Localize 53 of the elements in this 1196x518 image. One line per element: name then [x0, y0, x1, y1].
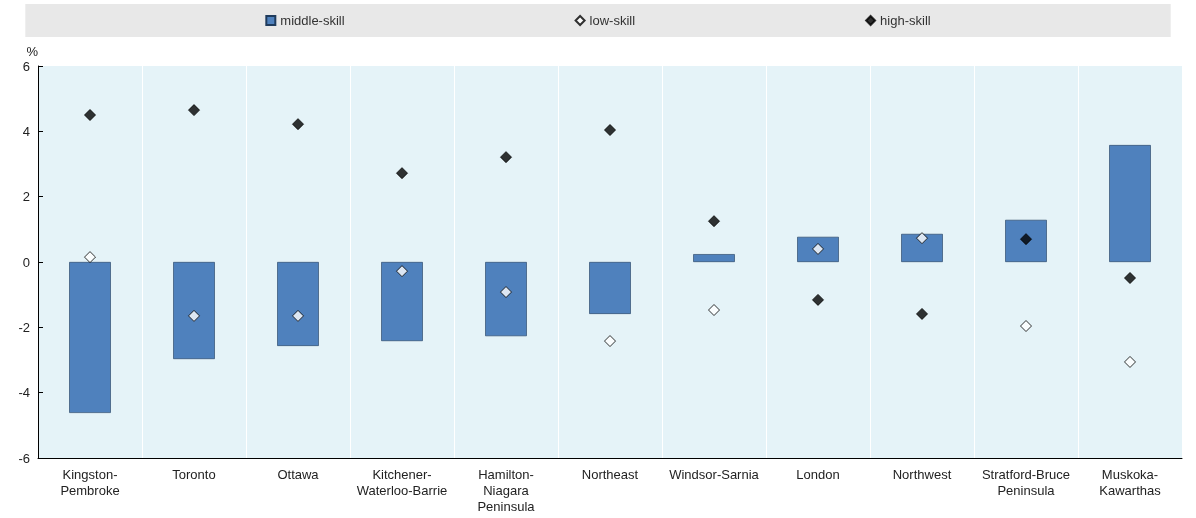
y-tick-label: -4	[18, 385, 30, 401]
x-tick-label: Kitchener- Waterloo-Barrie	[356, 466, 448, 498]
point	[292, 118, 304, 131]
point	[396, 265, 408, 278]
point	[916, 232, 928, 245]
point	[84, 251, 96, 264]
x-tick-label: Windsor-Sarnia	[669, 466, 760, 482]
legend-label: low-skill	[589, 13, 636, 28]
y-tick-label: 2	[22, 189, 30, 205]
bar	[797, 236, 839, 262]
point	[916, 307, 928, 320]
x-tick-label: Hamilton- Niagara Peninsula	[477, 466, 536, 514]
bar	[173, 262, 215, 360]
point	[604, 335, 616, 348]
bar	[589, 262, 631, 314]
point	[1124, 355, 1136, 368]
point	[1124, 272, 1136, 285]
bar	[1109, 145, 1151, 262]
y-tick-label: -2	[18, 319, 30, 335]
x-tick-label: Northwest	[892, 466, 952, 482]
y-tick-label: 6	[22, 58, 30, 74]
legend-label: middle-skill	[280, 13, 345, 28]
point	[604, 124, 616, 137]
bar	[381, 262, 423, 342]
bar	[69, 262, 111, 413]
y-tick-label: 0	[22, 254, 30, 270]
point	[1020, 320, 1032, 333]
point	[708, 215, 720, 228]
legend-label: high-skill	[880, 13, 931, 28]
bar	[1005, 219, 1047, 262]
bar	[901, 233, 943, 262]
point	[84, 109, 96, 121]
bar	[693, 254, 735, 262]
point	[396, 167, 408, 180]
y-tick-label: -6	[18, 450, 30, 466]
x-tick-label: Toronto	[172, 466, 216, 482]
x-tick-label: London	[796, 466, 840, 482]
x-tick-label: Muskoka- Kawarthas	[1099, 466, 1162, 498]
point	[500, 286, 512, 299]
point	[188, 104, 200, 117]
point	[812, 293, 824, 306]
point	[500, 151, 512, 164]
bar	[485, 262, 527, 337]
point	[292, 309, 304, 322]
y-tick-label: 4	[22, 123, 30, 139]
x-tick-label: Kingston- Pembroke	[60, 466, 120, 498]
point	[188, 309, 200, 322]
x-tick-label: Northeast	[581, 466, 639, 482]
x-tick-label: Stratford-Bruce Peninsula	[981, 466, 1071, 498]
point	[708, 304, 720, 317]
y-axis-title: %	[26, 44, 39, 59]
bar	[277, 262, 319, 346]
x-tick-label: Ottawa	[277, 466, 320, 482]
